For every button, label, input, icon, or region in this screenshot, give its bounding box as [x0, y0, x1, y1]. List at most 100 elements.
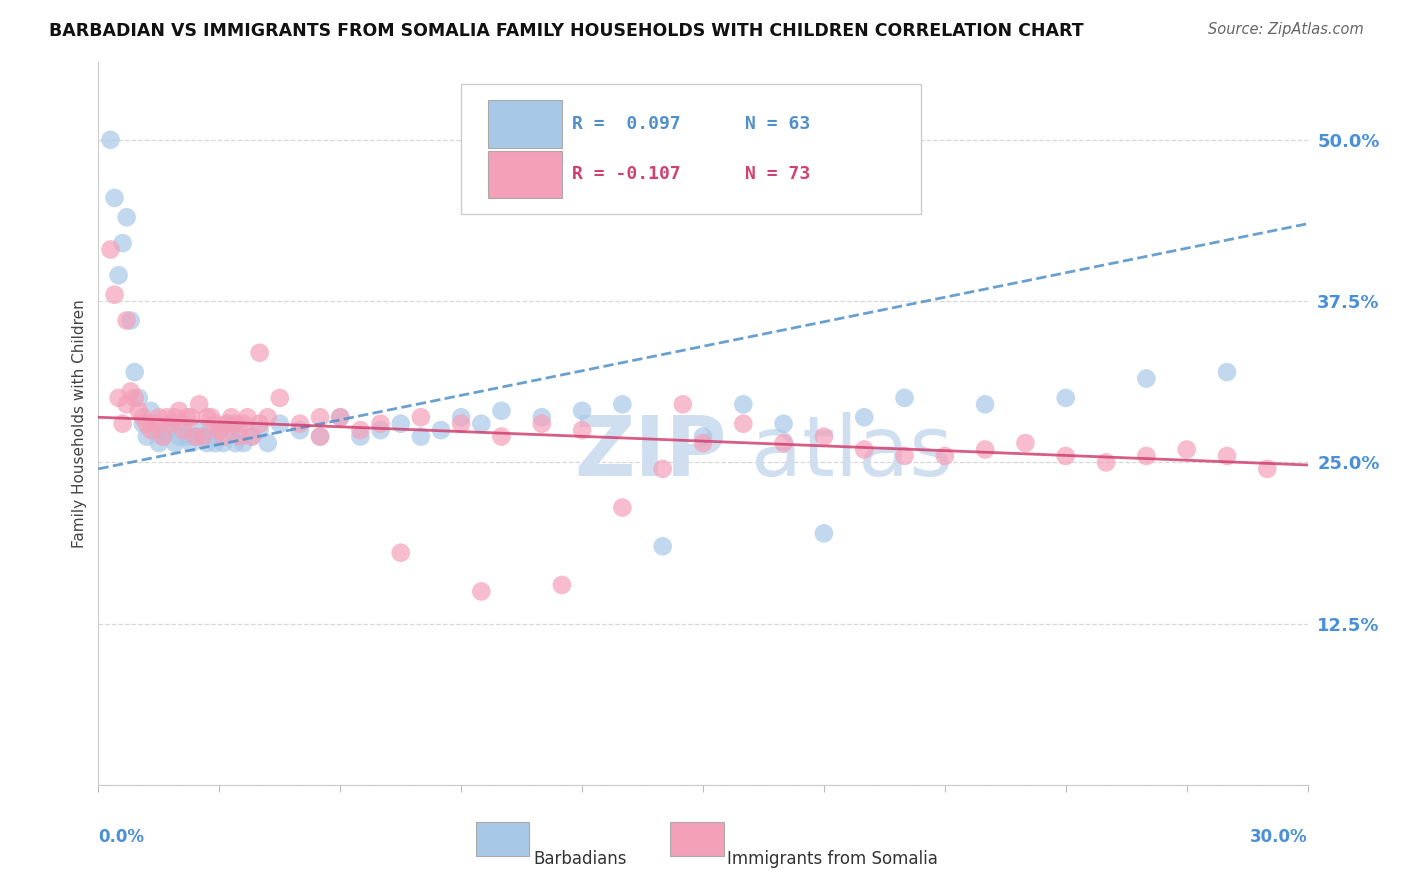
Point: [139, 404, 162, 418]
Text: BARBADIAN VS IMMIGRANTS FROM SOMALIA FAMILY HOUSEHOLDS WITH CHILDREN CORRELATION: BARBADIAN VS IMMIGRANTS FROM SOMALIA FAM…: [49, 22, 1084, 40]
Point: [733, 417, 755, 431]
Point: [128, 391, 150, 405]
Point: [188, 397, 211, 411]
Point: [450, 417, 472, 431]
Point: [152, 429, 174, 443]
Point: [309, 429, 332, 443]
Point: [256, 410, 278, 425]
Point: [132, 417, 155, 431]
Point: [224, 417, 246, 431]
Point: [195, 436, 218, 450]
Text: Barbadians: Barbadians: [534, 850, 627, 868]
Text: ZIP: ZIP: [575, 412, 727, 493]
Point: [204, 436, 226, 450]
Point: [236, 410, 259, 425]
Point: [853, 442, 876, 457]
Text: Source: ZipAtlas.com: Source: ZipAtlas.com: [1208, 22, 1364, 37]
Point: [115, 397, 138, 411]
Point: [208, 423, 231, 437]
Point: [193, 429, 215, 443]
Y-axis label: Family Households with Children: Family Households with Children: [72, 300, 87, 548]
Point: [389, 546, 412, 560]
Text: 30.0%: 30.0%: [1250, 829, 1308, 847]
Text: N = 63: N = 63: [745, 115, 811, 133]
Point: [256, 436, 278, 450]
Point: [200, 410, 222, 425]
Point: [349, 429, 371, 443]
Point: [612, 500, 634, 515]
Point: [167, 429, 190, 443]
FancyBboxPatch shape: [488, 151, 561, 198]
Point: [228, 429, 250, 443]
Point: [103, 191, 125, 205]
Point: [167, 404, 190, 418]
Point: [1054, 391, 1077, 405]
Point: [692, 436, 714, 450]
FancyBboxPatch shape: [461, 84, 921, 214]
Point: [692, 429, 714, 443]
FancyBboxPatch shape: [671, 822, 724, 856]
Point: [100, 133, 122, 147]
Point: [160, 417, 183, 431]
Point: [180, 436, 202, 450]
Point: [135, 429, 157, 443]
Point: [163, 436, 186, 450]
Point: [349, 423, 371, 437]
Point: [974, 442, 997, 457]
Point: [143, 423, 166, 437]
Point: [772, 417, 794, 431]
Point: [148, 436, 170, 450]
Point: [124, 365, 146, 379]
Point: [103, 287, 125, 301]
Point: [370, 417, 392, 431]
Point: [111, 236, 134, 251]
Point: [269, 417, 291, 431]
Point: [288, 423, 311, 437]
Point: [180, 410, 202, 425]
Point: [733, 397, 755, 411]
Text: R = -0.107: R = -0.107: [572, 165, 681, 184]
Point: [470, 584, 492, 599]
Point: [651, 462, 673, 476]
Point: [571, 404, 593, 418]
Point: [156, 423, 179, 437]
Point: [249, 345, 271, 359]
Text: Immigrants from Somalia: Immigrants from Somalia: [727, 850, 938, 868]
Point: [389, 417, 412, 431]
Point: [309, 410, 332, 425]
Point: [135, 417, 157, 431]
Point: [329, 410, 352, 425]
Point: [1175, 442, 1198, 457]
Point: [132, 410, 155, 425]
Point: [651, 539, 673, 553]
Point: [200, 423, 222, 437]
Point: [120, 313, 142, 327]
Point: [530, 417, 553, 431]
Point: [893, 391, 915, 405]
Point: [124, 391, 146, 405]
Text: R =  0.097: R = 0.097: [572, 115, 681, 133]
Point: [139, 423, 162, 437]
Point: [249, 423, 271, 437]
Point: [450, 410, 472, 425]
Point: [221, 423, 243, 437]
Point: [176, 429, 198, 443]
Point: [128, 404, 150, 418]
Point: [232, 417, 254, 431]
Point: [193, 429, 215, 443]
Point: [184, 429, 207, 443]
Point: [329, 410, 352, 425]
FancyBboxPatch shape: [475, 822, 529, 856]
Point: [1135, 449, 1157, 463]
Point: [1216, 365, 1239, 379]
Point: [370, 423, 392, 437]
Point: [195, 410, 218, 425]
Point: [232, 436, 254, 450]
Point: [1014, 436, 1036, 450]
Point: [470, 417, 492, 431]
Point: [813, 429, 835, 443]
Point: [269, 391, 291, 405]
Point: [212, 436, 235, 450]
Point: [491, 404, 513, 418]
Point: [107, 268, 129, 283]
